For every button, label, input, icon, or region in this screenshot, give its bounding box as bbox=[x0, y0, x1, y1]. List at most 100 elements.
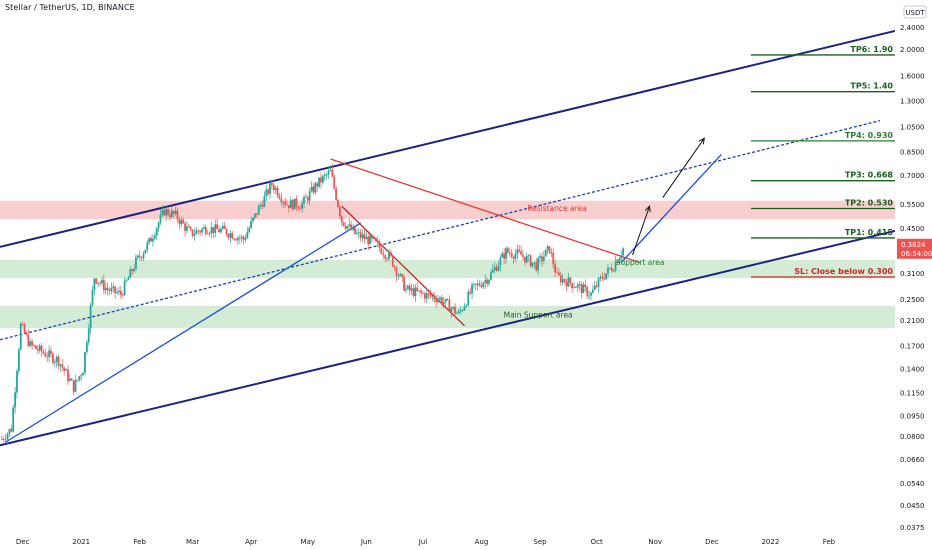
candle-body bbox=[522, 254, 524, 257]
candle-body bbox=[138, 255, 141, 258]
candle-body bbox=[484, 279, 487, 283]
arrow-0 bbox=[632, 206, 651, 256]
candle-body bbox=[127, 277, 130, 281]
symbol-title: Stellar / TetherUS, 1D, BINANCE bbox=[5, 3, 135, 12]
candle-body bbox=[146, 242, 149, 250]
candle-body bbox=[40, 345, 43, 352]
candle-body bbox=[261, 205, 264, 207]
candle-body bbox=[508, 252, 511, 254]
candle-body bbox=[112, 286, 115, 288]
candle-body bbox=[125, 280, 128, 281]
candle-body bbox=[165, 209, 168, 216]
candle-body bbox=[597, 278, 600, 287]
candle-body bbox=[350, 224, 353, 230]
candle-body bbox=[365, 236, 368, 240]
price-tick-9: 0.4500 bbox=[900, 225, 925, 233]
candle-body bbox=[169, 214, 171, 217]
candle-body bbox=[503, 253, 506, 259]
candle-body bbox=[223, 225, 226, 229]
candle-body bbox=[250, 220, 253, 228]
candle-body bbox=[352, 227, 354, 230]
candle-body bbox=[287, 205, 290, 209]
time-tick-12: Dec bbox=[705, 538, 719, 546]
candle-body bbox=[474, 283, 477, 285]
candle-body bbox=[10, 429, 13, 432]
candle-body bbox=[531, 262, 534, 267]
candle-body bbox=[291, 200, 294, 210]
candle-body bbox=[82, 372, 84, 376]
candle-body bbox=[195, 230, 198, 234]
candle-body bbox=[233, 238, 236, 240]
candle-body bbox=[471, 284, 473, 294]
candle-body bbox=[159, 214, 162, 223]
candle-body bbox=[84, 352, 86, 373]
candle-body bbox=[580, 284, 583, 293]
candle-body bbox=[153, 235, 156, 239]
candle-body bbox=[499, 257, 502, 266]
candle-body bbox=[620, 255, 623, 259]
candle-body bbox=[338, 206, 341, 216]
price-tick-13: 0.2100 bbox=[900, 317, 925, 325]
price-tick-11: 0.3100 bbox=[900, 270, 925, 278]
time-tick-0: Dec bbox=[16, 538, 30, 546]
candle-body bbox=[136, 255, 139, 258]
candle-body bbox=[131, 269, 134, 272]
candles-layer bbox=[0, 163, 625, 445]
candle-body bbox=[182, 219, 185, 224]
candle-body bbox=[206, 233, 209, 235]
arrow-head-0 bbox=[644, 205, 651, 213]
candle-body bbox=[48, 350, 50, 358]
candle-body bbox=[582, 284, 585, 293]
candle-body bbox=[197, 230, 200, 232]
zone-1 bbox=[0, 259, 895, 279]
candle-body bbox=[257, 206, 260, 215]
candle-body bbox=[208, 233, 211, 235]
candle-body bbox=[369, 235, 371, 245]
candle-body bbox=[480, 285, 483, 287]
candle-body bbox=[218, 229, 220, 233]
arrow-1 bbox=[662, 138, 705, 198]
candle-body bbox=[391, 255, 394, 267]
time-tick-7: Jul bbox=[418, 538, 428, 546]
candle-body bbox=[235, 239, 237, 241]
candle-body bbox=[186, 226, 188, 231]
candle-body bbox=[118, 290, 120, 293]
price-tick-16: 0.1150 bbox=[900, 389, 925, 397]
candle-body bbox=[574, 287, 577, 289]
candle-body bbox=[244, 238, 247, 240]
candle-body bbox=[435, 299, 438, 303]
candle-body bbox=[367, 236, 370, 245]
price-tick-4: 1.3000 bbox=[900, 98, 925, 106]
candle-body bbox=[482, 282, 485, 287]
candle-body bbox=[99, 282, 101, 284]
candle-body bbox=[403, 276, 405, 291]
candle-body bbox=[240, 236, 243, 239]
candle-body bbox=[161, 210, 164, 215]
candle-body bbox=[310, 186, 313, 192]
candle-body bbox=[524, 256, 526, 263]
candle-body bbox=[278, 196, 281, 199]
candle-body bbox=[101, 279, 103, 284]
candle-body bbox=[333, 176, 336, 189]
candle-body bbox=[263, 195, 266, 207]
candle-body bbox=[286, 204, 288, 206]
candle-body bbox=[78, 376, 81, 380]
candle-body bbox=[2, 439, 5, 440]
candle-body bbox=[386, 258, 388, 260]
candle-body bbox=[289, 200, 292, 209]
time-tick-6: Jun bbox=[360, 538, 372, 546]
candle-body bbox=[306, 197, 309, 201]
candle-body bbox=[457, 311, 460, 313]
candle-body bbox=[493, 267, 496, 270]
candle-body bbox=[284, 201, 287, 205]
current-price-countdown: 06:54:00 bbox=[901, 250, 932, 258]
candle-body bbox=[448, 300, 451, 312]
candle-body bbox=[50, 350, 52, 354]
zone-2 bbox=[0, 305, 895, 329]
candle-body bbox=[571, 283, 574, 288]
candle-body bbox=[255, 213, 258, 215]
price-tick-6: 0.8500 bbox=[900, 149, 925, 157]
candle-body bbox=[476, 283, 479, 285]
time-tick-5: May bbox=[301, 538, 315, 546]
